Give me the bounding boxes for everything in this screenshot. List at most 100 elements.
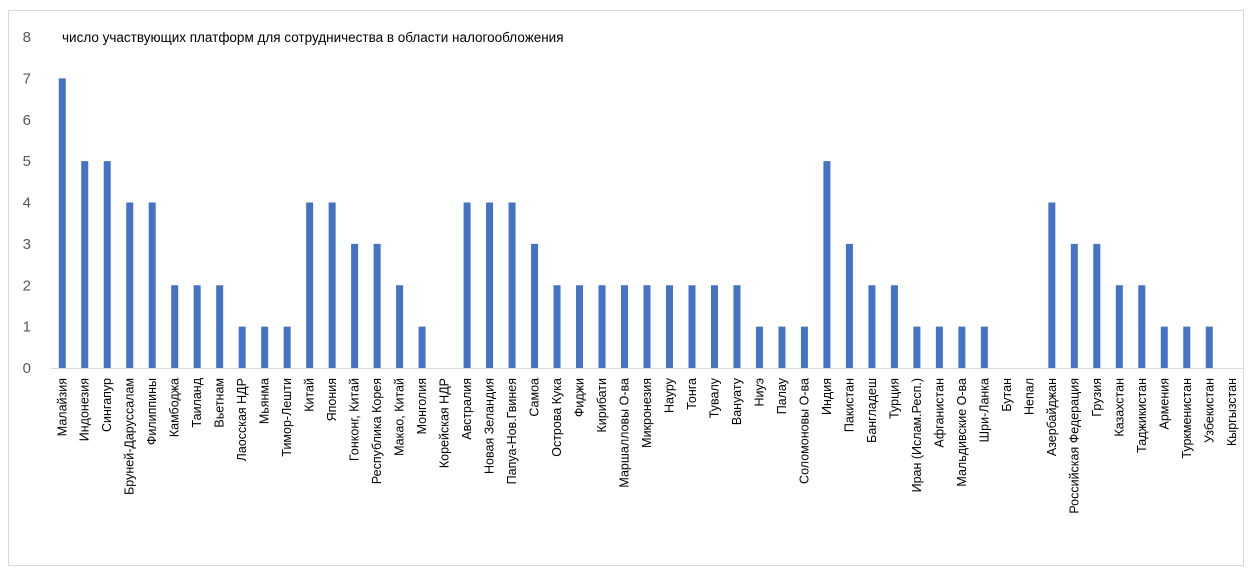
x-tick-label: Иран (Ислам.Респ.) [910,378,924,492]
bar [81,161,89,369]
x-tick-label: Туркменистан [1180,378,1194,459]
bar [980,326,988,369]
bar [1183,326,1191,369]
x-tick-label: Шри-Ланка [977,378,991,442]
bar [1093,243,1101,369]
x-tick-label: Кыргызстан [1225,378,1239,446]
bar [486,202,494,368]
bar [1160,326,1168,369]
y-tick-label: 3 [23,236,31,253]
bar [171,285,179,368]
bar [148,202,156,368]
bar [238,326,246,369]
x-tick-label: Индия [820,378,834,415]
bars [58,78,1213,369]
bar [463,202,471,368]
x-tick-label: Палау [775,377,789,414]
x-tick-label: Папуа-Нов.Гвинея [505,378,519,484]
x-tick-label: Тувалу [707,377,721,418]
bar [553,285,561,368]
x-tick-label: Таиланд [190,377,204,427]
x-tick-label: Вьетнам [213,378,227,428]
bar [598,285,606,368]
x-tick-label: Узбекистан [1202,378,1216,443]
x-tick-label: Ниуэ [752,378,766,407]
x-tick-label: Гонконг, Китай [348,378,362,461]
y-tick-label: 8 [23,29,31,46]
x-tick-label: Соломоновы О-ва [797,378,811,484]
x-tick-label: Казахстан [1112,378,1126,437]
x-tick-label: Тимор-Лешти [280,378,294,457]
x-tick-label: Афганистан [932,378,946,448]
x-tick-label: Тонга [685,378,699,410]
x-tick-label: Кирибати [595,378,609,432]
x-tick-label: Индонезия [78,378,92,441]
bar [665,285,673,368]
bar [823,161,831,369]
bar [890,285,898,368]
bar [1205,326,1213,369]
bar [396,285,404,368]
bar [103,161,111,369]
x-tick-label: Лаосская НДР [235,378,249,461]
bar [306,202,314,368]
x-tick-label: Новая Зеландия [483,378,497,474]
x-tick-label: Маршалловы О-ва [618,378,632,488]
bar [643,285,651,368]
bar [733,285,741,368]
x-tick-label: Острова Кука [550,378,564,457]
bar [621,285,629,368]
x-tick-label: Макао, Китай [393,378,407,456]
bar [800,326,808,369]
bar [688,285,696,368]
bar [418,326,426,369]
x-tick-label: Монголия [415,378,429,434]
x-tick-label: Бруней-Даруссалам [123,378,137,495]
bar [576,285,584,368]
bar [261,326,269,369]
bar [351,243,359,369]
y-tick-label: 1 [23,319,31,336]
bar [958,326,966,369]
x-tick-label: Вануату [730,377,744,425]
x-tick-label: Таджикистан [1135,378,1149,453]
x-tick-label: Сингапур [100,378,114,432]
x-tick-label: Пакистан [842,378,856,432]
y-tick-label: 6 [23,112,31,129]
y-tick-label: 5 [23,153,31,170]
bar [531,243,539,369]
x-tick-label: Китай [303,378,317,412]
x-tick-label: Бангладеш [865,378,879,443]
y-tick-label: 7 [23,70,31,87]
x-tick-label: Азербайджан [1045,378,1059,456]
bar [1115,285,1123,368]
x-tick-label: Австралия [460,378,474,440]
category-labels: Малайзия Индонезия Сингапур Бруней-Даруссал… [55,377,1239,513]
bar [193,285,201,368]
bar [1070,243,1078,369]
x-tick-label: Науру [662,377,676,413]
bar [935,326,943,369]
y-axis-ticks: 0 1 2 3 4 5 6 7 8 [23,29,31,377]
x-tick-label: Грузия [1090,378,1104,417]
bar [58,78,66,369]
bar [845,243,853,369]
x-tick-label: Непал [1022,378,1036,415]
x-tick-label: Корейская НДР [438,378,452,468]
bar [710,285,718,368]
bar [868,285,876,368]
bar [1048,202,1056,368]
x-tick-label: Микронезия [640,378,654,448]
x-tick-label: Фиджи [573,378,587,417]
bar [508,202,516,368]
bar [216,285,224,368]
x-tick-label: Республика Корея [370,378,384,484]
bar [1138,285,1146,368]
y-tick-label: 4 [23,195,31,212]
x-tick-label: Российская Федерация [1067,378,1081,514]
x-tick-label: Бутан [1000,378,1014,412]
x-tick-label: Турция [887,378,901,419]
bar [778,326,786,369]
bar [755,326,763,369]
